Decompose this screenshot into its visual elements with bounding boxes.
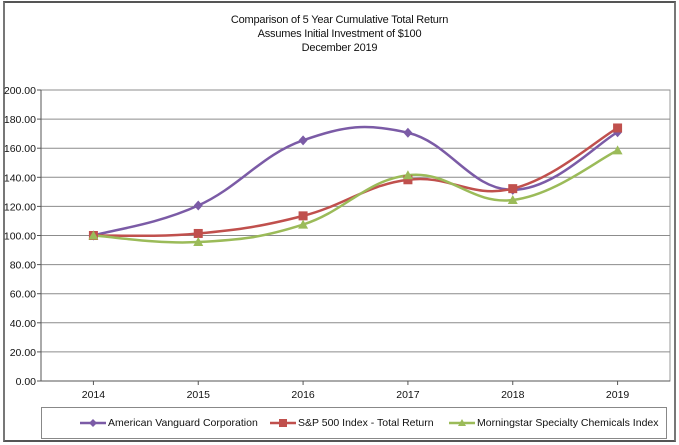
data-point-diamond	[193, 200, 203, 211]
y-tick-label: 160.00	[4, 143, 36, 155]
data-point-diamond	[403, 127, 413, 138]
series-line-0	[93, 125, 619, 237]
data-point-square	[508, 184, 518, 194]
data-point-diamond	[298, 135, 308, 146]
legend-diamond-icon	[80, 419, 106, 427]
data-point-square	[298, 211, 308, 221]
series-line-2	[93, 149, 619, 244]
legend-triangle-icon	[449, 419, 475, 426]
legend-item-morningstar: Morningstar Specialty Chemicals Index	[449, 417, 659, 429]
y-tick-label: 40.00	[10, 318, 36, 330]
data-point-square	[613, 123, 623, 133]
chart-subtitle-1: Assumes Initial Investment of $100	[257, 28, 422, 40]
x-tick-label: 2019	[606, 389, 630, 401]
y-tick-label: 120.00	[4, 201, 36, 213]
x-tick-label: 2017	[396, 389, 420, 401]
data-point-triangle	[298, 219, 309, 229]
axes: 0.00 20.00 40.00 60.00 80.00 100.00 120.00 140.…	[4, 85, 670, 401]
y-tick-label: 60.00	[10, 289, 36, 301]
data-point-triangle	[507, 194, 518, 204]
data-point-square	[193, 228, 203, 238]
data-point-triangle	[612, 145, 623, 155]
y-tick-label: 200.00	[4, 85, 36, 97]
legend-label: American Vanguard Corporation	[108, 417, 258, 429]
data-point-triangle	[88, 230, 99, 240]
data-point-square	[403, 175, 413, 185]
series-markers	[88, 123, 623, 247]
y-tick-label: 80.00	[10, 260, 36, 272]
x-tick-label: 2016	[291, 389, 315, 401]
y-tick-label: 100.00	[4, 231, 36, 243]
gridlines	[40, 89, 671, 382]
series-lines	[93, 125, 619, 244]
series-line-1	[93, 126, 619, 238]
chart-title: Comparison of 5 Year Cumulative Total Re…	[230, 14, 449, 26]
legend-item-american-vanguard: American Vanguard Corporation	[80, 417, 258, 429]
x-tick-label: 2018	[501, 389, 525, 401]
data-point-triangle	[402, 170, 413, 180]
chart-subtitle-2: December 2019	[301, 42, 378, 54]
y-tick-label: 0.00	[16, 376, 37, 388]
x-tick-label: 2014	[82, 389, 106, 401]
chart-frame	[3, 1, 676, 442]
legend: American Vanguard Corporation S&P 500 In…	[41, 407, 667, 439]
legend-item-sp500: S&P 500 Index - Total Return	[270, 417, 434, 429]
legend-label: Morningstar Specialty Chemicals Index	[477, 417, 659, 429]
x-tick-label: 2015	[187, 389, 211, 401]
data-point-triangle	[193, 237, 204, 247]
legend-label: S&P 500 Index - Total Return	[298, 417, 434, 429]
y-tick-label: 20.00	[10, 347, 36, 359]
legend-square-icon	[270, 419, 296, 427]
y-tick-label: 180.00	[4, 114, 36, 126]
y-tick-label: 140.00	[4, 172, 36, 184]
